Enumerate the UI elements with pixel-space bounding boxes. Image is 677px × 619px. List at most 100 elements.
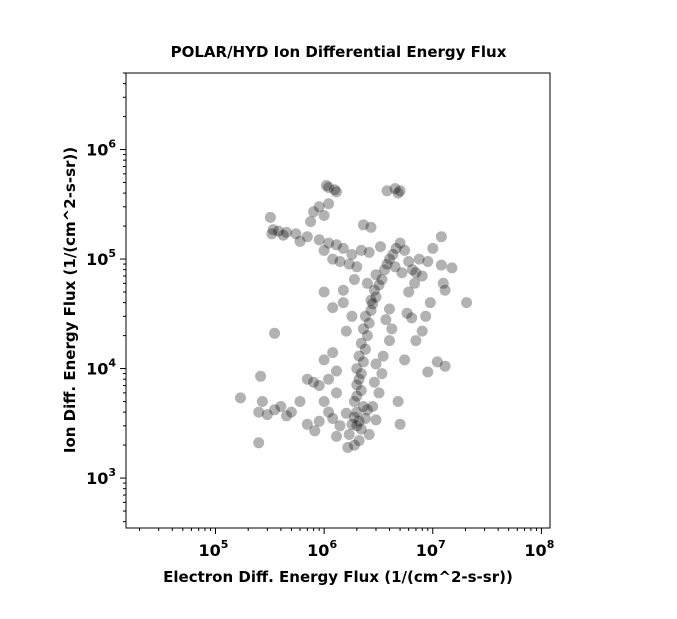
scatter-point: [351, 390, 363, 402]
scatter-point: [346, 249, 358, 260]
scatter-point: [437, 277, 449, 289]
scatter-point: [323, 182, 335, 193]
scatter-point: [361, 330, 373, 342]
scatter-point: [340, 325, 352, 337]
scatter-point: [355, 423, 367, 435]
chart-title: POLAR/HYD Ion Differential Energy Flux: [170, 43, 507, 61]
scatter-point: [351, 379, 363, 391]
y-tick-label: 106: [86, 138, 116, 160]
y-tick-label: 104: [86, 357, 116, 379]
x-tick-label: 108: [524, 538, 554, 560]
scatter-point: [384, 303, 395, 315]
scatter-point: [327, 347, 339, 359]
scatter-point: [390, 242, 402, 254]
scatter-point: [368, 376, 380, 388]
scatter-point: [269, 327, 281, 339]
scatter-point: [435, 259, 447, 271]
scatter-point: [331, 365, 342, 377]
scatter-point: [348, 274, 360, 285]
scatter-point: [318, 354, 330, 366]
y-tick-label: 105: [86, 247, 116, 269]
scatter-point: [394, 418, 406, 430]
scatter-point: [301, 373, 313, 385]
scatter-point: [261, 409, 273, 421]
scatter-point: [403, 256, 415, 267]
y-tick-label: 103: [86, 466, 116, 488]
scatter-point: [343, 429, 355, 440]
scatter-point: [348, 439, 360, 451]
y-axis-label: Ion Diff. Energy Flux (1/(cm^2-s-sr)): [61, 147, 79, 453]
scatter-point: [373, 387, 385, 399]
scatter-point: [365, 304, 377, 316]
scatter-point: [348, 396, 360, 407]
scatter-point: [357, 356, 369, 368]
scatter-point: [363, 246, 375, 258]
scatter-point: [386, 323, 398, 335]
scatter-point: [329, 184, 341, 196]
scatter-point: [308, 206, 320, 218]
scatter-point: [355, 368, 367, 380]
scatter-point: [253, 437, 265, 449]
scatter-point: [301, 418, 313, 430]
scatter-point: [394, 185, 406, 197]
scatter-point: [294, 396, 306, 407]
scatter-point: [353, 350, 365, 362]
scatter-point: [376, 368, 388, 380]
scatter-point: [323, 406, 335, 418]
scatter-point: [353, 415, 365, 427]
scatter-point: [355, 385, 367, 396]
scatter-point: [273, 225, 284, 237]
scatter-point: [389, 183, 401, 195]
scatter-point: [355, 337, 367, 349]
scatter-point: [365, 221, 377, 233]
x-tick-label: 105: [199, 538, 229, 560]
scatter-point: [359, 413, 371, 424]
scatter-point: [277, 229, 289, 241]
scatter-point: [351, 363, 363, 375]
scatter-point: [359, 343, 371, 355]
scatter-point: [424, 297, 436, 309]
scatter-point: [313, 234, 325, 246]
scatter-point: [416, 270, 428, 282]
scatter-point: [461, 297, 473, 309]
scatter-point: [331, 387, 342, 399]
scatter-point: [367, 401, 379, 412]
scatter-point: [357, 401, 369, 412]
scatter-point: [285, 406, 297, 418]
scatter-point: [253, 406, 265, 418]
scatter-point: [308, 376, 320, 388]
scatter-point: [331, 430, 342, 442]
scatter-point: [320, 180, 332, 191]
scatter-point: [266, 228, 278, 240]
scatter-point: [346, 310, 358, 322]
scatter-point: [353, 435, 365, 447]
scatter-point: [389, 261, 401, 273]
scatter-point: [373, 279, 385, 291]
scatter-point: [370, 414, 382, 426]
scatter-point: [431, 356, 443, 368]
scatter-point: [370, 358, 382, 370]
scatter-point: [399, 354, 411, 366]
scatter-point: [348, 411, 360, 423]
scatter-point: [346, 418, 358, 430]
scatter-point: [439, 284, 451, 296]
scatter-point: [384, 335, 395, 347]
scatter-point: [399, 244, 411, 256]
scatter-point: [381, 185, 393, 197]
scatter-point: [334, 256, 346, 267]
scatter-point: [367, 298, 379, 310]
scatter-point: [313, 380, 325, 391]
scatter-point: [363, 317, 375, 329]
scatter-point: [342, 442, 354, 453]
scatter-points: [235, 180, 473, 453]
scatter-point: [318, 210, 330, 221]
scatter-point: [327, 413, 339, 424]
scatter-point: [427, 242, 439, 254]
scatter-point: [401, 307, 413, 319]
scatter-point: [301, 231, 313, 243]
x-tick-label: 107: [416, 538, 446, 560]
scatter-point: [290, 228, 302, 240]
scatter-point: [323, 198, 335, 210]
scatter-point: [327, 253, 339, 265]
scatter-point: [323, 237, 335, 249]
